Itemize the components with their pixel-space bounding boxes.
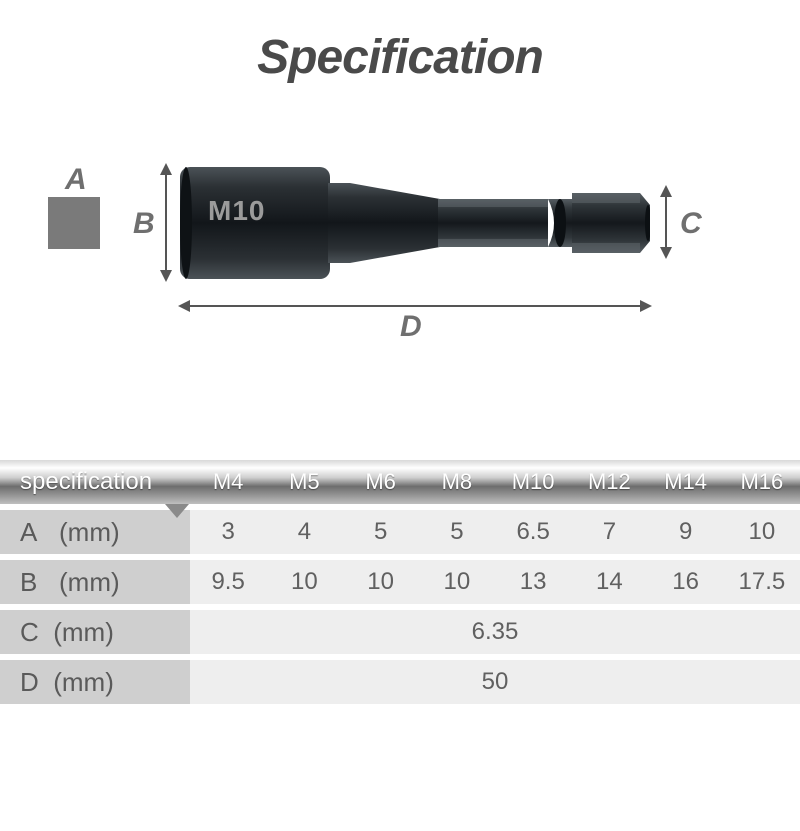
table-col-header: M16 [724,469,800,495]
table-col-header: M14 [648,469,724,495]
table-cell: 13 [495,568,571,596]
table-row: C (mm)6.35 [0,610,800,654]
table-cell: 16 [648,568,724,596]
table-col-header: M4 [190,469,266,495]
table-cell: 3 [190,518,266,546]
table-cell: 10 [343,568,419,596]
dim-line-b [165,165,167,280]
table-cell: 7 [571,518,647,546]
dim-label-d: D [400,310,422,344]
tool-marking: M10 [208,195,265,227]
table-cell: 10 [266,568,342,596]
dim-label-c: C [680,207,702,241]
table-col-header: M8 [419,469,495,495]
table-cell: 6.5 [495,518,571,546]
table-cell: 5 [343,518,419,546]
table-cell: 5 [419,518,495,546]
table-row-label: C (mm) [0,610,190,654]
table-header: specification M4M5M6M8M10M12M14M16 [0,460,800,504]
table-cell: 10 [724,518,800,546]
table-col-header: M5 [266,469,342,495]
table-row: B (mm)9.510101013141617.5 [0,560,800,604]
table-cell-merged: 6.35 [190,610,800,654]
header-chevron-icon [165,504,189,518]
table-row-label: D (mm) [0,660,190,704]
dim-line-c [665,187,667,257]
table-cell: 9 [648,518,724,546]
table-cell: 14 [571,568,647,596]
table-row: A (mm)34556.57910 [0,510,800,554]
dim-label-b: B [133,207,155,241]
table-cell-merged: 50 [190,660,800,704]
table-row-label: A (mm) [0,510,190,554]
table-cell: 17.5 [724,568,800,596]
table-cell: 10 [419,568,495,596]
spec-table: specification M4M5M6M8M10M12M14M16 A (mm… [0,460,800,704]
page-title: Specification [0,0,800,85]
table-header-label: specification [0,468,190,496]
table-col-header: M10 [495,469,571,495]
table-col-header: M12 [571,469,647,495]
dim-label-a: A [65,163,87,197]
table-cell: 4 [266,518,342,546]
table-row-label: B (mm) [0,560,190,604]
table-col-header: M6 [343,469,419,495]
dimension-diagram: A B [0,145,800,385]
cross-section-square [48,197,100,249]
table-cell: 9.5 [190,568,266,596]
dim-line-d [180,305,650,307]
table-row: D (mm)50 [0,660,800,704]
